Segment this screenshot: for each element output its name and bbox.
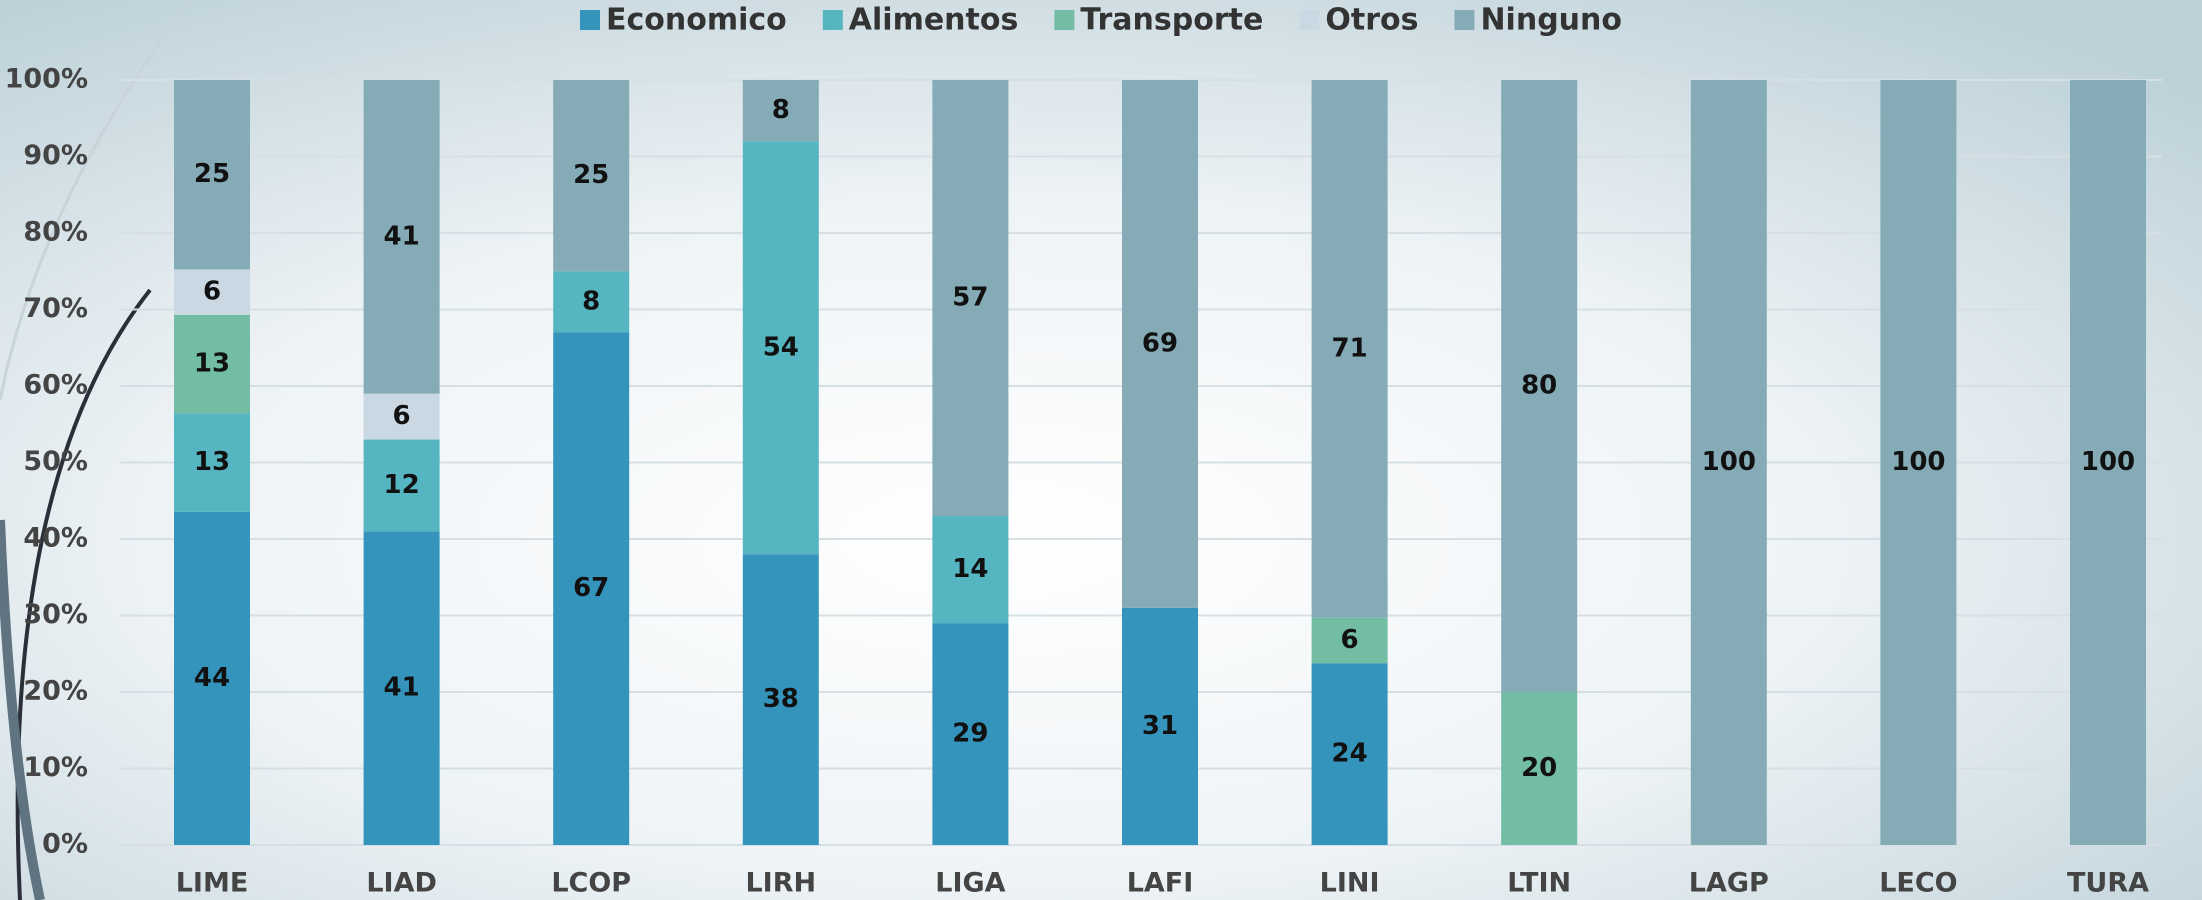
- bar-segment: [1311, 617, 1388, 664]
- x-tick-label: LINI: [1320, 868, 1380, 899]
- data-label: 41: [384, 673, 420, 703]
- bar-segment: [363, 439, 440, 532]
- y-tick-label: 100%: [5, 64, 88, 95]
- data-label: 20: [1521, 753, 1557, 783]
- decor-arc: [0, 0, 192, 401]
- x-tick-label: LAGP: [1689, 868, 1769, 899]
- y-tick-label: 0%: [42, 829, 88, 860]
- x-tick-label: LCOP: [551, 868, 631, 899]
- bar-segment: [742, 141, 819, 555]
- y-tick-label: 80%: [23, 217, 88, 248]
- x-tick-label: LIRH: [745, 868, 816, 899]
- data-label: 80: [1521, 371, 1557, 401]
- data-label: 54: [763, 332, 799, 362]
- x-tick-label: LIGA: [935, 868, 1005, 899]
- grid: 0% 10% 20% 30% 40% 50% 60% 70% 80% 90% 100%: [5, 64, 2162, 860]
- data-label: 24: [1332, 739, 1368, 769]
- bar-segment: [1122, 607, 1198, 845]
- data-label: 71: [1332, 333, 1368, 363]
- bar-segment: [742, 80, 819, 142]
- bar-segment: [1880, 80, 1957, 845]
- bar-segment: [932, 623, 1009, 845]
- data-label: 14: [952, 554, 988, 584]
- legend-label: Alimentos: [849, 3, 1019, 38]
- legend-swatch: [1299, 10, 1320, 30]
- y-tick-label: 50%: [23, 446, 88, 477]
- data-label: 13: [194, 349, 230, 379]
- bar-segment: [174, 413, 250, 512]
- legend-label: Otros: [1325, 3, 1418, 38]
- y-tick-label: 30%: [23, 599, 88, 630]
- bar-segment: [932, 516, 1009, 624]
- bar-segment: [174, 314, 250, 414]
- bar-segment: [553, 80, 630, 272]
- data-label: 6: [393, 401, 411, 431]
- y-tick-label: 70%: [23, 293, 88, 324]
- data-label: 100: [1702, 447, 1756, 477]
- legend-swatch: [579, 10, 600, 30]
- x-tick-label: LIAD: [366, 868, 437, 899]
- data-label: 57: [952, 283, 988, 313]
- y-tick-label: 90%: [23, 140, 88, 171]
- bar-segment: [363, 531, 440, 845]
- x-tick-label: LAFI: [1127, 868, 1194, 899]
- data-label: 67: [573, 573, 609, 603]
- data-label: 31: [1142, 711, 1178, 741]
- bar-segment: [1122, 80, 1198, 608]
- bars: [174, 80, 2146, 845]
- data-label: 8: [582, 286, 600, 316]
- labels: LIME 44 13 13 6 25 LIAD 41 12 6 41 LCOP 67 8 25 LIRH 38 5…: [176, 95, 2149, 898]
- y-tick-label: 60%: [23, 370, 88, 401]
- bar-segment: [1501, 80, 1578, 692]
- data-label: 69: [1142, 328, 1178, 358]
- x-tick-label: TURA: [2067, 868, 2149, 899]
- x-tick-label: LTIN: [1507, 868, 1571, 899]
- y-tick-label: 40%: [23, 523, 88, 554]
- legend: Economico Alimentos Transporte Otros Ninguno: [579, 3, 1622, 38]
- data-label: 29: [952, 719, 988, 749]
- data-label: 44: [194, 663, 230, 693]
- data-label: 25: [573, 160, 609, 190]
- data-label: 12: [384, 470, 420, 500]
- data-label: 6: [1341, 625, 1359, 655]
- bar-segment: [363, 393, 440, 440]
- bar-segment: [363, 80, 440, 394]
- legend-swatch: [1054, 10, 1075, 30]
- x-tick-label: LIME: [176, 868, 249, 899]
- bar-segment: [932, 80, 1009, 517]
- legend-swatch: [822, 10, 843, 30]
- y-tick-label: 10%: [23, 752, 88, 783]
- bar-segment: [2070, 80, 2146, 845]
- bar-segment: [174, 80, 250, 270]
- bar-segment: [1311, 663, 1388, 845]
- bar-segment: [174, 269, 250, 315]
- data-label: 100: [1891, 447, 1945, 477]
- bar-segment: [553, 332, 630, 845]
- legend-swatch: [1454, 10, 1475, 30]
- bar-segment: [1690, 80, 1767, 845]
- bar-segment: [1501, 692, 1578, 845]
- bar-segment: [1311, 80, 1388, 618]
- bar-segment: [174, 511, 250, 845]
- decor-arc: [0, 519, 45, 900]
- data-label: 38: [763, 684, 799, 714]
- data-label: 100: [2081, 447, 2135, 477]
- data-label: 41: [384, 221, 420, 251]
- data-label: 25: [194, 159, 230, 189]
- bar-segment: [742, 554, 819, 845]
- legend-label: Transporte: [1080, 3, 1263, 38]
- data-label: 13: [194, 447, 230, 477]
- legend-label: Economico: [606, 3, 787, 38]
- data-label: 6: [203, 277, 221, 307]
- data-label: 8: [772, 95, 790, 125]
- legend-label: Ninguno: [1480, 3, 1622, 38]
- x-tick-label: LECO: [1879, 868, 1957, 899]
- bar-segment: [553, 271, 630, 333]
- y-tick-label: 20%: [23, 676, 88, 707]
